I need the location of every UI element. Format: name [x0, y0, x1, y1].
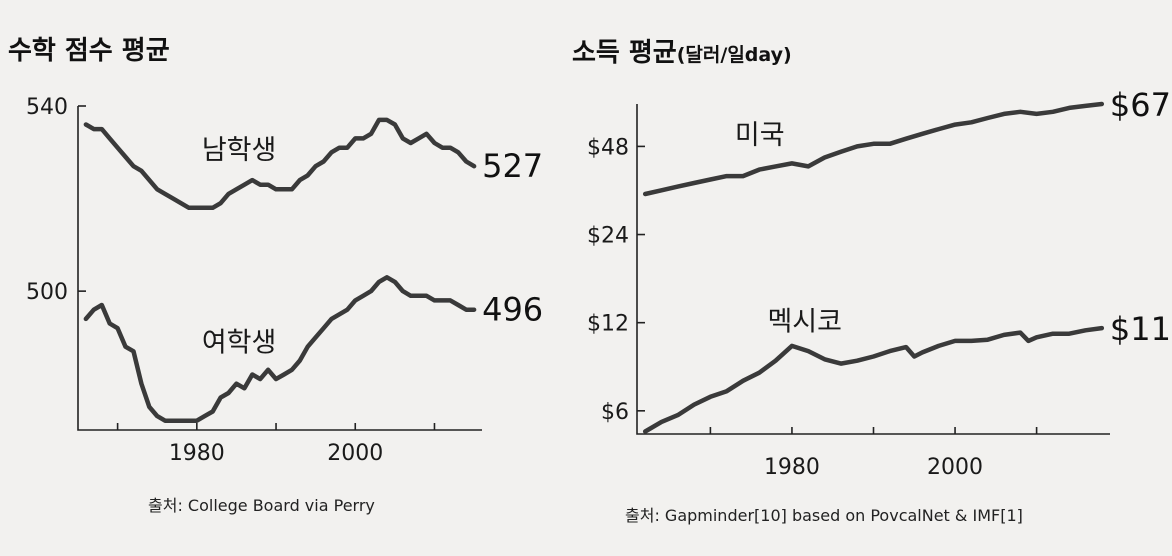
end-value-label: 527 — [482, 147, 543, 185]
end-value-label: $11 — [1110, 310, 1171, 348]
x-tick-label: 1980 — [764, 455, 820, 480]
chart-source: 출처: College Board via Perry — [148, 496, 375, 515]
y-tick-label: 540 — [26, 95, 68, 120]
y-tick-label: 500 — [26, 280, 68, 305]
series-line — [83, 117, 477, 211]
income-chart: 1980 2000 $6 $12 $24 $48 $67 미국 $11 멕시코 — [587, 86, 1171, 480]
y-tick-label: $12 — [587, 312, 629, 337]
chart-source: 출처: Gapminder[10] based on PovcalNet & I… — [625, 506, 1023, 525]
x-tick-label: 2000 — [327, 441, 383, 466]
x-tick-label: 2000 — [927, 455, 983, 480]
series-line — [83, 275, 477, 423]
chart-title-unit: (달러/일day) — [676, 44, 792, 66]
end-value-label: 496 — [482, 291, 543, 329]
series-name-label: 미국 — [735, 120, 785, 151]
axis-line — [636, 104, 1110, 435]
x-tick-label: 1980 — [169, 441, 225, 466]
income-chart-panel: 소득 평균(달러/일day) 1980 2000 $6 $12 $24 $48 $67 미국 $… — [572, 0, 1172, 556]
chart-title: 수학 점수 평균 — [8, 36, 170, 66]
y-tick-label: $6 — [601, 400, 629, 425]
series-name-label: 여학생 — [202, 327, 277, 358]
series-name-label: 남학생 — [202, 135, 277, 166]
series-name-label: 멕시코 — [767, 306, 842, 337]
y-tick-label: $48 — [587, 135, 629, 160]
chart-title-main: 소득 평균 — [572, 38, 677, 68]
y-tick-label: $24 — [587, 224, 629, 249]
end-value-label: $67 — [1110, 86, 1171, 124]
chart-title: 소득 평균(달러/일day) — [572, 32, 792, 69]
math-score-chart: 1980 2000 500 540 527 남학생 496 여학생 — [26, 95, 543, 466]
math-score-chart-panel: 수학 점수 평균 1980 2000 500 540 527 남학생 496 여학생 출처: … — [0, 0, 585, 556]
series-line — [642, 101, 1105, 197]
series-line — [642, 325, 1105, 434]
axis-line — [77, 106, 482, 431]
